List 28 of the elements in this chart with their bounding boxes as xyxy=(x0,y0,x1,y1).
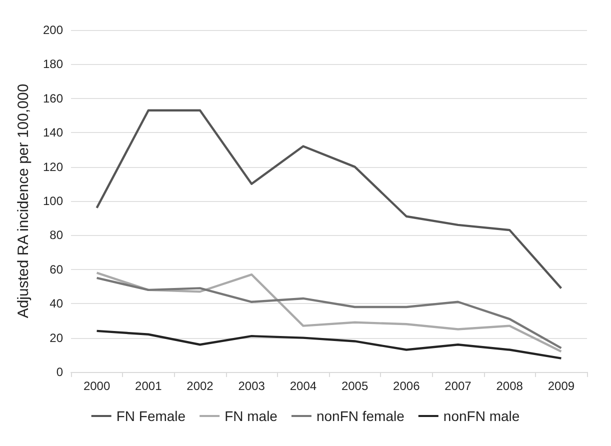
y-tick-label: 200 xyxy=(42,23,64,37)
y-tick-label: 20 xyxy=(50,330,64,345)
x-tick-label: 2003 xyxy=(238,379,266,393)
line-series xyxy=(96,109,562,290)
legend-label: nonFN male xyxy=(443,408,520,424)
y-axis-title: Adjusted RA incidence per 100,000 xyxy=(15,84,32,318)
line-series xyxy=(96,330,562,360)
x-tick-label: 2000 xyxy=(83,379,110,393)
y-tick-label: 160 xyxy=(42,91,64,106)
y-tick-label: 140 xyxy=(42,126,64,140)
x-tick-label: 2009 xyxy=(548,379,575,393)
x-tick-label: 2007 xyxy=(444,379,472,393)
x-tick-label: 2001 xyxy=(135,379,162,393)
x-tick-label: 2008 xyxy=(496,379,524,393)
y-tick-label: 0 xyxy=(56,365,64,379)
y-tick-label: 40 xyxy=(50,296,64,311)
y-tick-label: 100 xyxy=(42,194,64,208)
x-tick-label: 2005 xyxy=(341,379,368,393)
legend-label: FN Female xyxy=(116,408,186,424)
y-tick-label: 80 xyxy=(50,228,64,242)
x-tick-label: 2006 xyxy=(393,379,420,393)
y-tick-label: 120 xyxy=(42,160,64,174)
x-tick-label: 2004 xyxy=(290,379,317,393)
y-tick-label: 180 xyxy=(42,57,64,72)
y-tick-label: 60 xyxy=(50,262,64,276)
legend-label: FN male xyxy=(224,408,278,424)
legend-label: nonFN female xyxy=(316,408,405,424)
x-tick-label: 2002 xyxy=(186,379,214,393)
